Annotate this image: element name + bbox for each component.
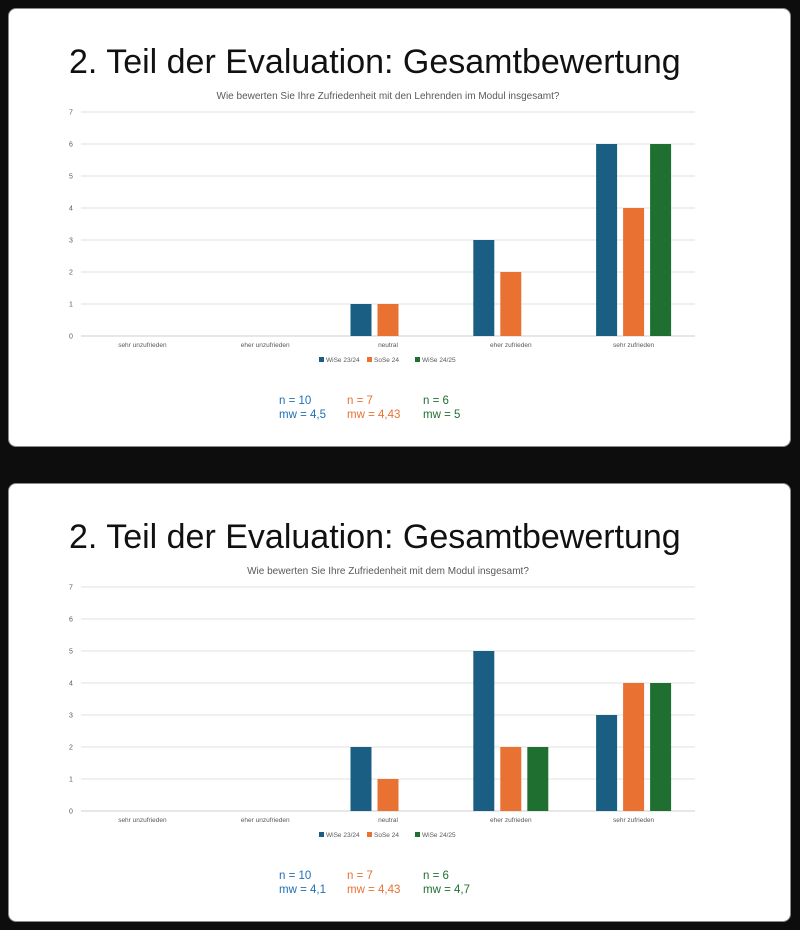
y-tick-label: 2	[69, 270, 73, 277]
legend-entry: WiSe 23/24	[326, 357, 360, 364]
y-tick-label: 4	[69, 681, 73, 688]
x-tick-label: sehr zufrieden	[613, 342, 655, 349]
legend-swatch	[319, 357, 324, 362]
y-tick-label: 3	[69, 713, 73, 720]
y-tick-label: 7	[69, 110, 73, 117]
bar	[350, 304, 372, 336]
slide-title: 2. Teil der Evaluation: Gesamtbewertung	[69, 43, 681, 81]
slide-satisfaction-module: 2. Teil der Evaluation: Gesamtbewertung …	[8, 483, 791, 922]
legend-swatch	[415, 357, 420, 362]
legend-entry: WiSe 24/25	[422, 357, 456, 364]
x-tick-label: sehr unzufrieden	[118, 817, 167, 824]
bar	[623, 208, 645, 336]
legend-swatch	[367, 357, 372, 362]
x-tick-label: sehr unzufrieden	[118, 342, 167, 349]
y-tick-label: 0	[69, 809, 73, 816]
slide-satisfaction-lecturers: 2. Teil der Evaluation: Gesamtbewertung …	[8, 8, 791, 447]
y-tick-label: 6	[69, 617, 73, 624]
bar	[377, 779, 399, 811]
bar	[350, 747, 372, 811]
bar	[527, 747, 549, 811]
stats-block: n = 10 mw = 4,5 n = 7 mw = 4,43 n = 6 mw…	[279, 394, 539, 434]
stat-sose-24: n = 7 mw = 4,43	[347, 869, 400, 897]
bar	[650, 683, 672, 811]
stat-mw: mw = 4,43	[347, 884, 401, 896]
stat-n: n = 6	[423, 395, 449, 407]
y-tick-label: 6	[69, 142, 73, 149]
stat-mw: mw = 4,5	[279, 409, 326, 421]
slide-title: 2. Teil der Evaluation: Gesamtbewertung	[69, 518, 681, 556]
y-tick-label: 2	[69, 745, 73, 752]
bar	[473, 240, 495, 336]
bar	[596, 715, 618, 811]
stat-n: n = 6	[423, 870, 449, 882]
bar	[500, 747, 522, 811]
stat-n: n = 10	[279, 870, 312, 882]
bar	[650, 144, 672, 336]
y-tick-label: 1	[69, 777, 73, 784]
x-tick-label: eher unzufrieden	[241, 817, 290, 824]
x-tick-label: eher zufrieden	[490, 342, 532, 349]
legend-swatch	[415, 832, 420, 837]
x-tick-label: eher unzufrieden	[241, 342, 290, 349]
stat-wise-23-24: n = 10 mw = 4,1	[279, 869, 326, 897]
legend-entry: SoSe 24	[374, 357, 399, 364]
stat-n: n = 10	[279, 395, 312, 407]
bar	[377, 304, 399, 336]
chart-title: Wie bewerten Sie Ihre Zufriedenheit mit …	[217, 91, 560, 102]
y-tick-label: 1	[69, 302, 73, 309]
bar	[623, 683, 645, 811]
y-tick-label: 7	[69, 585, 73, 592]
x-tick-label: sehr zufrieden	[613, 817, 655, 824]
x-tick-label: neutral	[378, 817, 398, 824]
legend-entry: WiSe 24/25	[422, 832, 456, 839]
stat-sose-24: n = 7 mw = 4,43	[347, 394, 400, 422]
bar	[473, 651, 495, 811]
legend-entry: SoSe 24	[374, 832, 399, 839]
x-tick-label: eher zufrieden	[490, 817, 532, 824]
y-tick-label: 4	[69, 206, 73, 213]
stat-wise-24-25: n = 6 mw = 4,7	[423, 869, 470, 897]
x-tick-label: neutral	[378, 342, 398, 349]
stat-mw: mw = 5	[423, 409, 461, 421]
bar	[596, 144, 618, 336]
y-tick-label: 0	[69, 334, 73, 341]
chart-lecturers: Wie bewerten Sie Ihre Zufriedenheit mit …	[69, 91, 695, 364]
stat-mw: mw = 4,7	[423, 884, 470, 896]
y-tick-label: 3	[69, 238, 73, 245]
legend-entry: WiSe 23/24	[326, 832, 360, 839]
y-tick-label: 5	[69, 649, 73, 656]
stats-block: n = 10 mw = 4,1 n = 7 mw = 4,43 n = 6 mw…	[279, 869, 539, 909]
stat-wise-24-25: n = 6 mw = 5	[423, 394, 460, 422]
bar	[500, 272, 522, 336]
y-tick-label: 5	[69, 174, 73, 181]
stat-mw: mw = 4,1	[279, 884, 326, 896]
legend-swatch	[319, 832, 324, 837]
stat-n: n = 7	[347, 870, 373, 882]
chart-module: Wie bewerten Sie Ihre Zufriedenheit mit …	[69, 566, 695, 839]
chart-title: Wie bewerten Sie Ihre Zufriedenheit mit …	[247, 566, 529, 577]
stat-mw: mw = 4,43	[347, 409, 401, 421]
stat-n: n = 7	[347, 395, 373, 407]
legend-swatch	[367, 832, 372, 837]
stat-wise-23-24: n = 10 mw = 4,5	[279, 394, 326, 422]
